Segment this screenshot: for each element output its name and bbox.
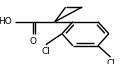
Text: Cl: Cl (106, 59, 115, 64)
Text: HO: HO (0, 17, 12, 26)
Text: O: O (30, 37, 37, 46)
Text: Cl: Cl (41, 47, 50, 56)
